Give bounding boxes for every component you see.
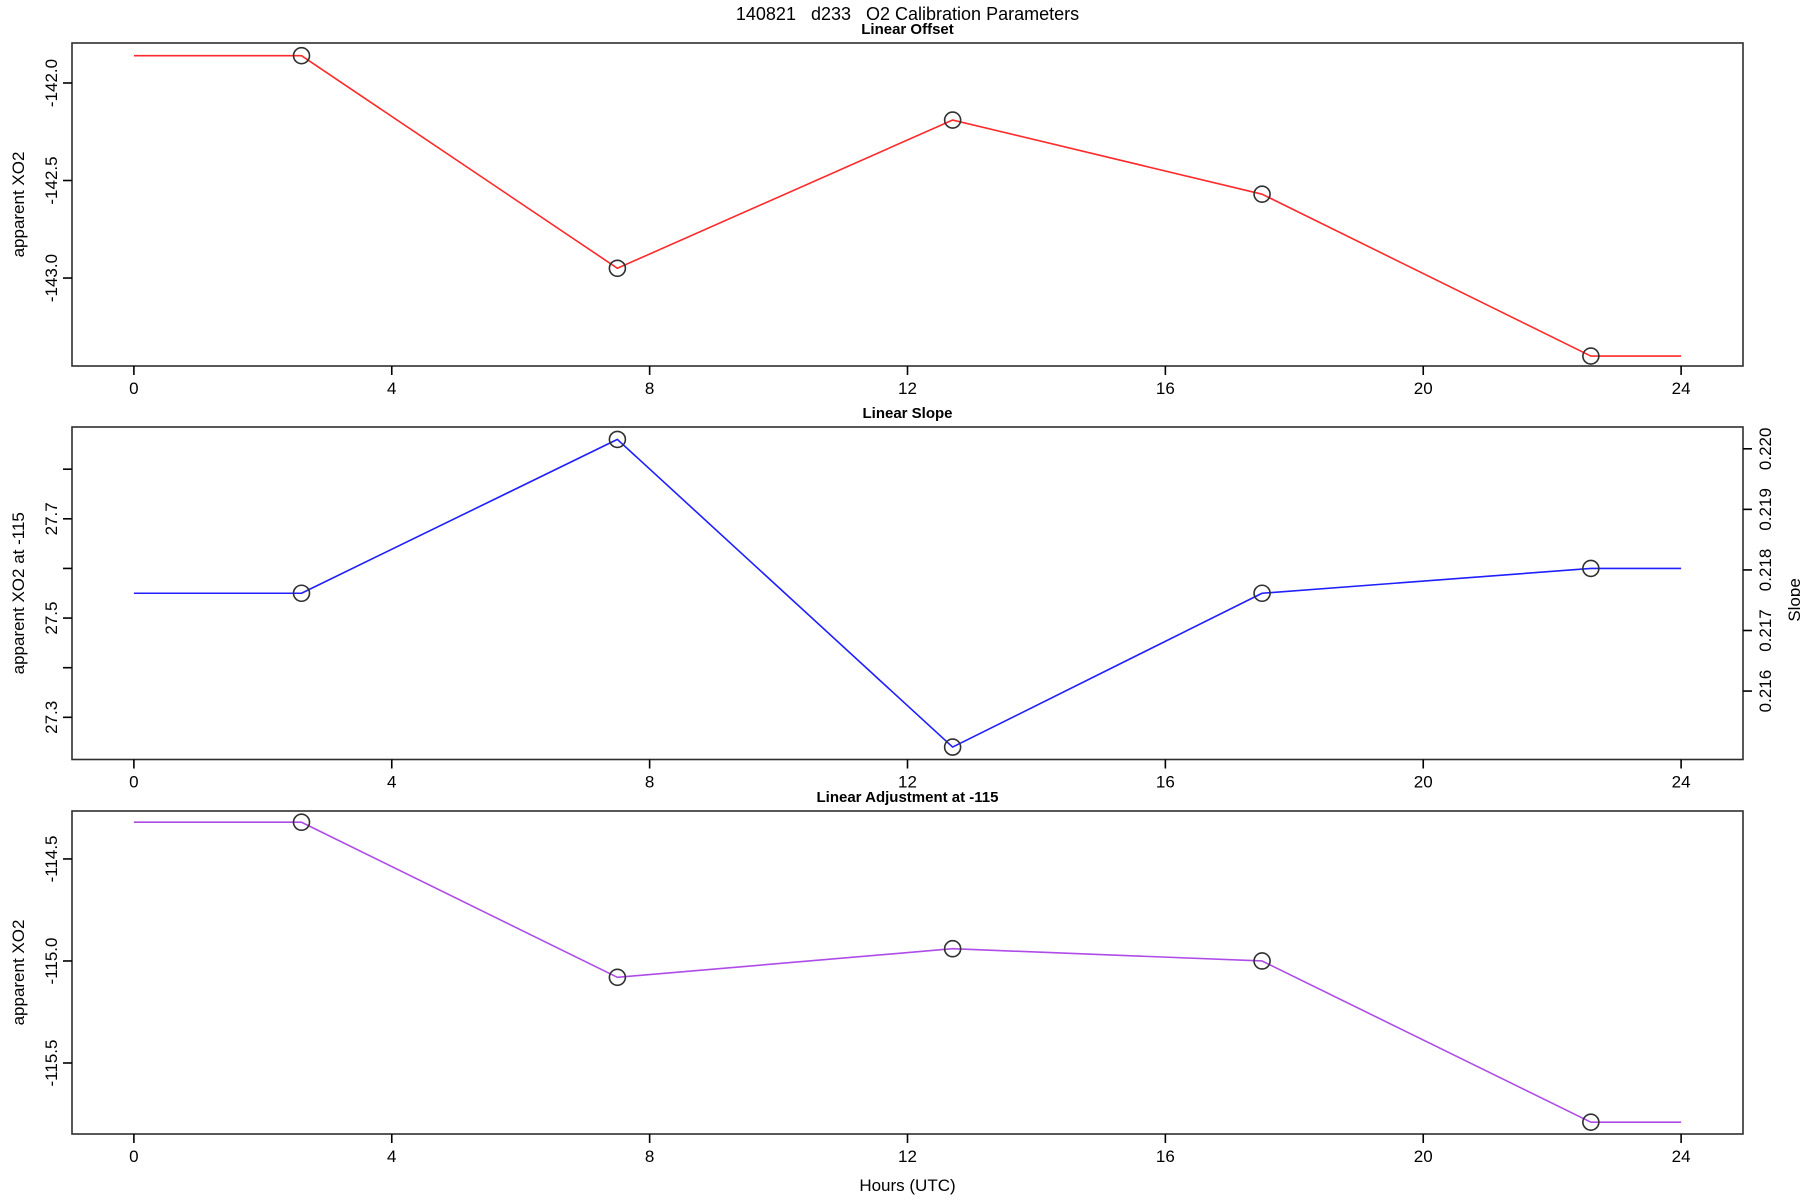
right-y-tick-label: 0.220	[1756, 428, 1775, 471]
data-point	[608, 430, 627, 449]
data-point	[292, 813, 311, 832]
panel-title: Linear Slope	[862, 405, 952, 422]
x-tick-label: 0	[129, 773, 138, 792]
data-point	[1253, 185, 1271, 203]
y-tick-label: -142.0	[42, 59, 61, 107]
figure-title: 140821 d233 O2 Calibration Parameters	[736, 4, 1079, 24]
data-point	[943, 111, 962, 129]
data-point	[608, 968, 627, 987]
y-tick-label: 27.7	[42, 502, 61, 535]
y-tick-label: -115.0	[42, 937, 61, 984]
data-point	[1582, 1113, 1600, 1131]
x-tick-label: 0	[129, 1147, 138, 1166]
x-tick-label: 16	[1156, 1147, 1175, 1166]
x-tick-label: 8	[645, 773, 654, 792]
data-point	[943, 939, 962, 958]
data-point	[1253, 584, 1271, 603]
panel-title: Linear Offset	[861, 21, 954, 38]
x-tick-label: 4	[387, 379, 396, 398]
right-y-tick-label: 0.218	[1756, 549, 1775, 592]
data-point	[292, 584, 311, 603]
x-tick-label: 12	[898, 773, 917, 792]
y-axis-label: apparent XO2	[9, 152, 28, 258]
data-line	[133, 438, 1682, 748]
x-tick-label: 12	[898, 1147, 917, 1166]
right-y-tick-label: 0.217	[1756, 609, 1775, 652]
x-tick-label: 20	[1414, 1147, 1433, 1166]
data-point	[1582, 347, 1600, 365]
data-point	[1582, 559, 1600, 578]
plot-frame	[71, 426, 1744, 761]
data-line	[133, 54, 1682, 357]
data-point	[943, 738, 962, 756]
y-tick-label: -142.5	[42, 156, 61, 204]
right-axis-label: Slope	[1785, 578, 1800, 621]
data-point	[608, 259, 627, 278]
data-point	[1253, 952, 1271, 970]
right-y-tick-label: 0.216	[1756, 670, 1775, 713]
y-tick-label: -115.5	[42, 1040, 61, 1087]
y-tick-label: -143.0	[42, 254, 61, 302]
x-axis-label: Hours (UTC)	[859, 1176, 955, 1195]
plot-frame	[71, 42, 1744, 367]
y-tick-label: -114.5	[42, 835, 61, 882]
x-tick-label: 24	[1672, 379, 1691, 398]
x-tick-label: 4	[387, 1147, 396, 1166]
x-tick-label: 16	[1156, 379, 1175, 398]
y-tick-label: 27.3	[42, 701, 61, 734]
x-tick-label: 12	[898, 379, 917, 398]
y-tick-label: 27.5	[42, 602, 61, 635]
x-tick-label: 0	[129, 379, 138, 398]
data-line	[133, 821, 1682, 1123]
x-tick-label: 4	[387, 773, 396, 792]
x-tick-label: 8	[645, 1147, 654, 1166]
x-tick-label: 24	[1672, 1147, 1691, 1166]
x-tick-label: 24	[1672, 773, 1691, 792]
y-axis-label: apparent XO2	[9, 920, 28, 1026]
x-tick-label: 8	[645, 379, 654, 398]
panel-title: Linear Adjustment at -115	[817, 789, 999, 806]
x-tick-label: 20	[1414, 773, 1433, 792]
right-y-tick-label: 0.219	[1756, 488, 1775, 531]
plot-frame	[71, 810, 1744, 1135]
data-point	[292, 46, 311, 65]
y-axis-label: apparent XO2 at -115	[9, 512, 28, 674]
x-tick-label: 20	[1414, 379, 1433, 398]
x-tick-label: 16	[1156, 773, 1175, 792]
